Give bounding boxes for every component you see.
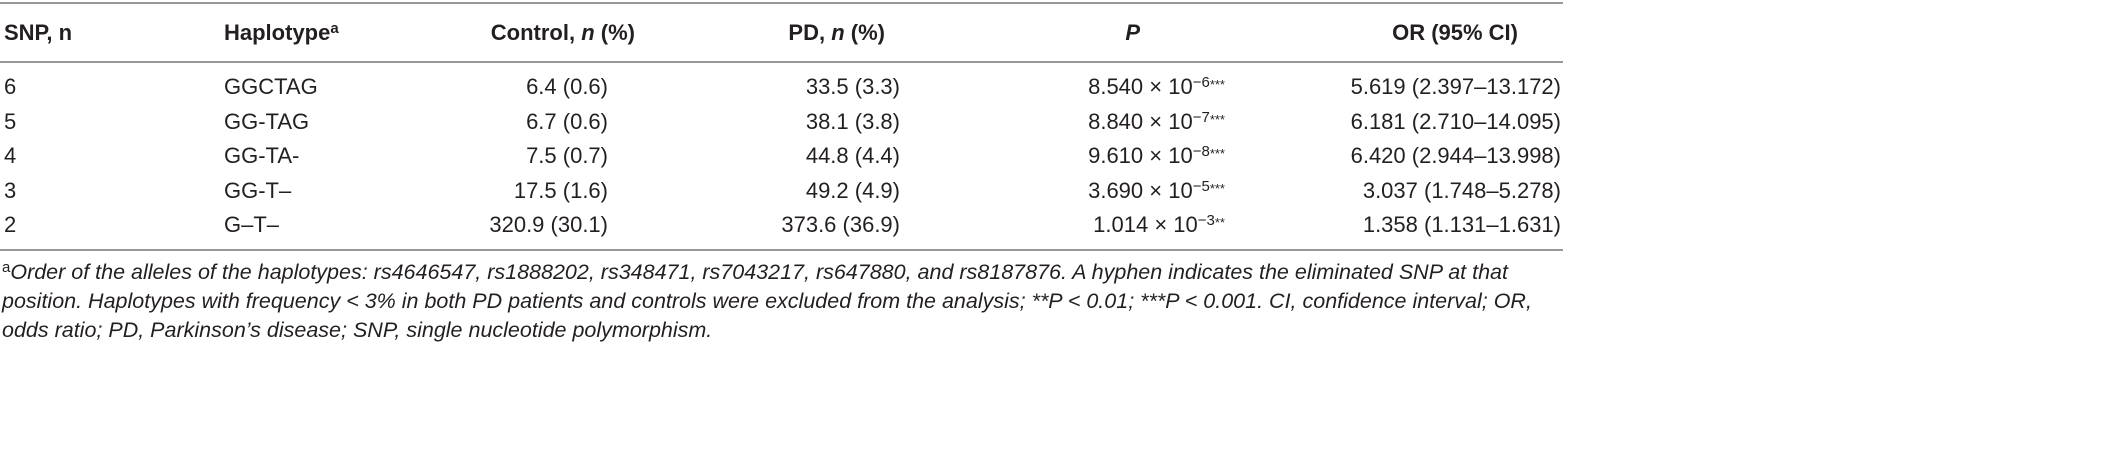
cell-text: GG-TA-	[224, 143, 300, 169]
table-cell: 38.1 (3.8)	[610, 109, 900, 135]
table-cell: 5	[0, 109, 220, 135]
table-cell: 6.4 (0.6)	[480, 74, 610, 100]
table-cell: 7.5 (0.7)	[480, 143, 610, 169]
header-cell: P	[900, 20, 1225, 46]
table-cell: 5.619 (2.397–13.172)	[1225, 74, 1563, 100]
cell-text: 38.1 (3.8)	[805, 108, 900, 134]
cell-text: 33.5 (3.3)	[805, 74, 900, 100]
header-text: PD,	[788, 19, 832, 45]
table-cell: 6.420 (2.944–13.998)	[1225, 143, 1563, 169]
table-cell: 373.6 (36.9)	[610, 212, 900, 238]
table-cell: 320.9 (30.1)	[480, 212, 610, 238]
cell-text: 2	[4, 212, 17, 238]
cell-text: GG-T–	[224, 177, 292, 203]
table-cell: 1.358 (1.131–1.631)	[1225, 212, 1563, 238]
cell-text: GGCTAG	[224, 74, 318, 100]
p-exponent: −5	[1192, 177, 1210, 195]
table-cell: GGCTAG	[220, 74, 480, 100]
table-cell: G–T–	[220, 212, 480, 238]
table-cell: GG-TA-	[220, 143, 480, 169]
table-cell: 8.840 × 10−7***	[900, 109, 1225, 135]
cell-text: 320.9 (30.1)	[489, 212, 608, 238]
cell-text: 4	[4, 143, 17, 169]
table-cell: 3.690 × 10−5***	[900, 178, 1225, 204]
table-cell: 44.8 (4.4)	[610, 143, 900, 169]
p-mantissa: 3.690 × 10	[1088, 177, 1193, 203]
table-cell: 8.540 × 10−6***	[900, 74, 1225, 100]
cell-text: 6.4 (0.6)	[526, 74, 608, 100]
header-cell: SNP, n	[0, 20, 220, 46]
header-text: Control,	[490, 19, 582, 45]
header-text: Haplotype	[224, 19, 331, 45]
header-text: (%)	[594, 19, 635, 45]
footnote-marker: a	[330, 19, 339, 37]
table-cell: 49.2 (4.9)	[610, 178, 900, 204]
header-text: OR (95% CI)	[1392, 19, 1518, 45]
footnote-text: Order of the alleles of the haplotypes: …	[2, 259, 1532, 342]
table-cell: 2	[0, 212, 220, 238]
cell-text: 7.5 (0.7)	[526, 143, 608, 169]
header-cell: PD, n (%)	[610, 20, 900, 46]
cell-text: 17.5 (1.6)	[513, 177, 608, 203]
table: SNP, n Haplotypea Control, n (%) PD, n (…	[0, 2, 1563, 345]
cell-text: G–T–	[224, 212, 280, 238]
cell-text: 49.2 (4.9)	[805, 177, 900, 203]
p-mantissa: 8.540 × 10	[1088, 74, 1193, 100]
footnote: aOrder of the alleles of the haplotypes:…	[0, 251, 1563, 345]
significance-stars: ***	[1209, 77, 1225, 93]
header-text: P	[1125, 19, 1140, 45]
p-mantissa: 9.610 × 10	[1088, 143, 1193, 169]
significance-stars: ***	[1209, 111, 1225, 127]
cell-text: 6.181 (2.710–14.095)	[1350, 108, 1561, 134]
table-row: 5 GG-TAG 6.7 (0.6) 38.1 (3.8) 8.840 × 10−7**…	[0, 105, 1563, 140]
table-header: SNP, n Haplotypea Control, n (%) PD, n (…	[0, 2, 1563, 63]
table-row: 4 GG-TA- 7.5 (0.7) 44.8 (4.4) 9.610 × 10−8**…	[0, 139, 1563, 174]
table-cell: 6.181 (2.710–14.095)	[1225, 109, 1563, 135]
header-text: n	[581, 19, 595, 45]
cell-text: 6.7 (0.6)	[526, 108, 608, 134]
header-cell: OR (95% CI)	[1225, 20, 1563, 46]
table-cell: 1.014 × 10−3**	[900, 212, 1225, 238]
table-cell: 17.5 (1.6)	[480, 178, 610, 204]
cell-text: GG-TAG	[224, 108, 310, 134]
significance-stars: **	[1214, 215, 1225, 231]
cell-text: 5	[4, 108, 17, 134]
table-cell: 6.7 (0.6)	[480, 109, 610, 135]
table-cell: 4	[0, 143, 220, 169]
p-exponent: −3	[1197, 212, 1215, 230]
p-exponent: −6	[1192, 74, 1210, 92]
table-row: 2 G–T– 320.9 (30.1) 373.6 (36.9) 1.014 × 10−…	[0, 208, 1563, 243]
cell-text: 6.420 (2.944–13.998)	[1350, 143, 1561, 169]
header-cell: Haplotypea	[220, 20, 480, 46]
table-cell: 3.037 (1.748–5.278)	[1225, 178, 1563, 204]
p-mantissa: 8.840 × 10	[1088, 108, 1193, 134]
cell-text: 3	[4, 177, 17, 203]
header-text: SNP, n	[4, 19, 73, 45]
header-cell: Control, n (%)	[480, 20, 635, 46]
header-text: (%)	[844, 19, 885, 45]
table-cell: 33.5 (3.3)	[610, 74, 900, 100]
table-cell: 3	[0, 178, 220, 204]
significance-stars: ***	[1209, 180, 1225, 196]
cell-text: 1.358 (1.131–1.631)	[1362, 212, 1561, 238]
table-row: 6 GGCTAG 6.4 (0.6) 33.5 (3.3) 8.540 × 10−6**…	[0, 70, 1563, 105]
table-body: 6 GGCTAG 6.4 (0.6) 33.5 (3.3) 8.540 × 10−6**…	[0, 63, 1563, 251]
table-cell: 9.610 × 10−8***	[900, 143, 1225, 169]
cell-text: 44.8 (4.4)	[805, 143, 900, 169]
cell-text: 6	[4, 74, 17, 100]
header-text: n	[831, 19, 845, 45]
p-exponent: −8	[1192, 143, 1210, 161]
footnote-marker: a	[2, 258, 11, 276]
cell-text: 373.6 (36.9)	[781, 212, 900, 238]
table-cell: 6	[0, 74, 220, 100]
p-exponent: −7	[1192, 108, 1210, 126]
p-mantissa: 1.014 × 10	[1093, 212, 1198, 238]
cell-text: 5.619 (2.397–13.172)	[1350, 74, 1561, 100]
table-cell: GG-T–	[220, 178, 480, 204]
significance-stars: ***	[1209, 146, 1225, 162]
table-row: 3 GG-T– 17.5 (1.6) 49.2 (4.9) 3.690 × 10−5**…	[0, 174, 1563, 209]
table-cell: GG-TAG	[220, 109, 480, 135]
cell-text: 3.037 (1.748–5.278)	[1362, 177, 1561, 203]
